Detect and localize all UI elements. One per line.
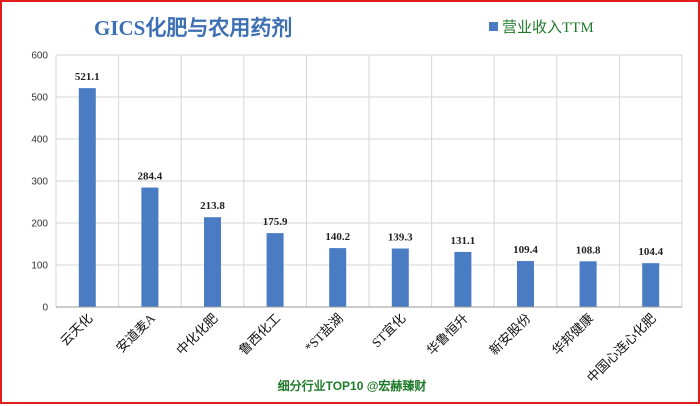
data-label: 175.9 — [263, 216, 288, 228]
x-category-label: 华邦健康 — [549, 311, 596, 358]
x-category-label: 鲁西化工 — [236, 311, 283, 358]
bar — [141, 187, 159, 307]
y-tick-label: 100 — [31, 261, 48, 272]
bar — [517, 261, 534, 307]
x-category-label: 华鲁恒升 — [424, 311, 471, 358]
x-category-label: 中化化肥 — [173, 311, 220, 358]
legend-swatch — [489, 22, 498, 31]
x-category-label: 新安股份 — [486, 311, 533, 358]
x-category-label: 云天化 — [57, 311, 95, 349]
bars — [78, 88, 660, 307]
x-category-label: 安道麦A — [113, 310, 158, 355]
bar — [78, 88, 96, 307]
bar — [204, 217, 221, 307]
y-tick-label: 200 — [31, 219, 48, 230]
y-tick-label: 600 — [31, 51, 48, 62]
legend: 营业收入TTM — [489, 19, 594, 36]
data-label: 521.1 — [75, 71, 100, 83]
data-label: 108.8 — [576, 244, 601, 256]
bar — [329, 248, 347, 307]
y-tick-label: 400 — [31, 135, 48, 146]
y-tick-label: 300 — [31, 177, 48, 188]
bar — [391, 248, 409, 307]
legend-label: 营业收入TTM — [502, 19, 594, 36]
bar — [642, 263, 660, 307]
x-category-label: *ST盐湖 — [302, 311, 346, 355]
data-label: 139.3 — [388, 231, 413, 243]
bar — [579, 261, 597, 307]
data-label: 213.8 — [200, 200, 225, 212]
data-label: 104.4 — [638, 246, 663, 258]
data-label: 284.4 — [138, 171, 163, 183]
x-category-label: ST宜化 — [369, 311, 409, 351]
footer-caption: 细分行业TOP10 @宏赫臻财 — [278, 378, 427, 393]
data-label: 140.2 — [325, 231, 350, 243]
data-label: 131.1 — [451, 235, 476, 247]
y-tick-label: 500 — [31, 93, 48, 104]
bar — [454, 251, 472, 307]
data-labels: 521.1 284.4 213.8 175.9 140.2 139.3 131.1 109.4… — [75, 71, 664, 258]
chart-title: GICS化肥与农用药剂 — [94, 16, 292, 40]
y-axis: 0 100 200 300 400 500 600 — [31, 51, 48, 314]
data-label: 109.4 — [513, 244, 538, 256]
bar — [266, 233, 284, 307]
y-tick-label: 0 — [42, 303, 48, 314]
